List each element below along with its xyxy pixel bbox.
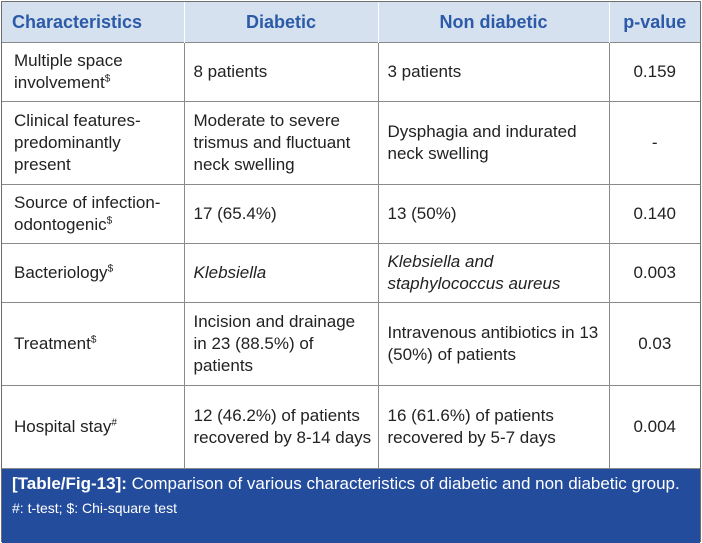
non-diabetic-cell: Klebsiella and staphylococcus aureus (377, 243, 609, 303)
diabetic-cell: Incision and drainage in 23 (88.5%) of p… (183, 302, 378, 386)
diabetic-cell: Klebsiella (183, 243, 378, 303)
test-mark: # (111, 417, 117, 429)
characteristic-cell: Bacteriology$ (2, 243, 184, 303)
p-value-cell: - (608, 101, 700, 185)
header-diabetic: Diabetic (183, 2, 378, 43)
characteristic-cell: Multiple space involvement$ (2, 42, 184, 102)
characteristic-cell: Clinical features-predominantly present (2, 101, 184, 185)
non-diabetic-cell: 3 patients (377, 42, 609, 102)
header-non-diabetic: Non diabetic (377, 2, 609, 43)
table-row: Hospital stay# 12 (46.2%) of patients re… (2, 385, 700, 468)
p-value-cell: 0.140 (608, 184, 700, 244)
characteristic-label: Bacteriology (14, 263, 108, 282)
characteristic-cell: Hospital stay# (2, 385, 184, 468)
diabetic-cell: Moderate to severe trismus and fluctuant… (183, 101, 378, 185)
caption-text-block: [Table/Fig-13]: Comparison of various ch… (12, 473, 690, 495)
comparison-table: Characteristics Diabetic Non diabetic p-… (2, 2, 700, 468)
p-value-cell: 0.159 (608, 42, 700, 102)
characteristic-cell: Treatment$ (2, 302, 184, 386)
diabetic-cell: 12 (46.2%) of patients recovered by 8-14… (183, 385, 378, 468)
table-row: Bacteriology$ Klebsiella Klebsiella and … (2, 243, 700, 303)
test-mark: $ (90, 334, 97, 346)
table-row: Treatment$ Incision and drainage in 23 (… (2, 302, 700, 386)
table-row: Source of infection-odontogenic$ 17 (65.… (2, 184, 700, 244)
p-value-cell: 0.03 (608, 302, 700, 386)
characteristic-label: Clinical features-predominantly present (14, 111, 141, 174)
diabetic-cell: 8 patients (183, 42, 378, 102)
table-row: Clinical features-predominantly present … (2, 101, 700, 185)
characteristic-label: Treatment (14, 334, 91, 353)
characteristic-cell: Source of infection-odontogenic$ (2, 184, 184, 244)
table-header-row: Characteristics Diabetic Non diabetic p-… (2, 2, 700, 43)
caption-tag: [Table/Fig-13]: (12, 474, 127, 493)
non-diabetic-cell: 16 (61.6%) of patients recovered by 5-7 … (377, 385, 609, 468)
non-diabetic-cell: Intravenous antibiotics in 13 (50%) of p… (377, 302, 609, 386)
characteristic-label: Source of infection-odontogenic (14, 193, 161, 234)
p-value-cell: 0.003 (608, 243, 700, 303)
non-diabetic-cell: Dysphagia and indurated neck swelling (377, 101, 609, 185)
header-characteristics: Characteristics (2, 2, 184, 43)
table-row: Multiple space involvement$ 8 patients 3… (2, 42, 700, 102)
non-diabetic-cell: 13 (50%) (377, 184, 609, 244)
test-mark: $ (107, 263, 114, 275)
characteristic-label: Multiple space involvement (14, 51, 123, 92)
figure-caption: [Table/Fig-13]: Comparison of various ch… (2, 468, 700, 543)
test-mark: $ (106, 215, 113, 227)
diabetic-cell: 17 (65.4%) (183, 184, 378, 244)
test-mark: $ (104, 73, 111, 85)
characteristic-label: Hospital stay (14, 417, 112, 436)
header-p-value: p-value (608, 2, 700, 43)
p-value-cell: 0.004 (608, 385, 700, 468)
caption-text: Comparison of various characteristics of… (131, 474, 680, 493)
caption-footnote: #: t-test; $: Chi-square test (12, 500, 177, 516)
